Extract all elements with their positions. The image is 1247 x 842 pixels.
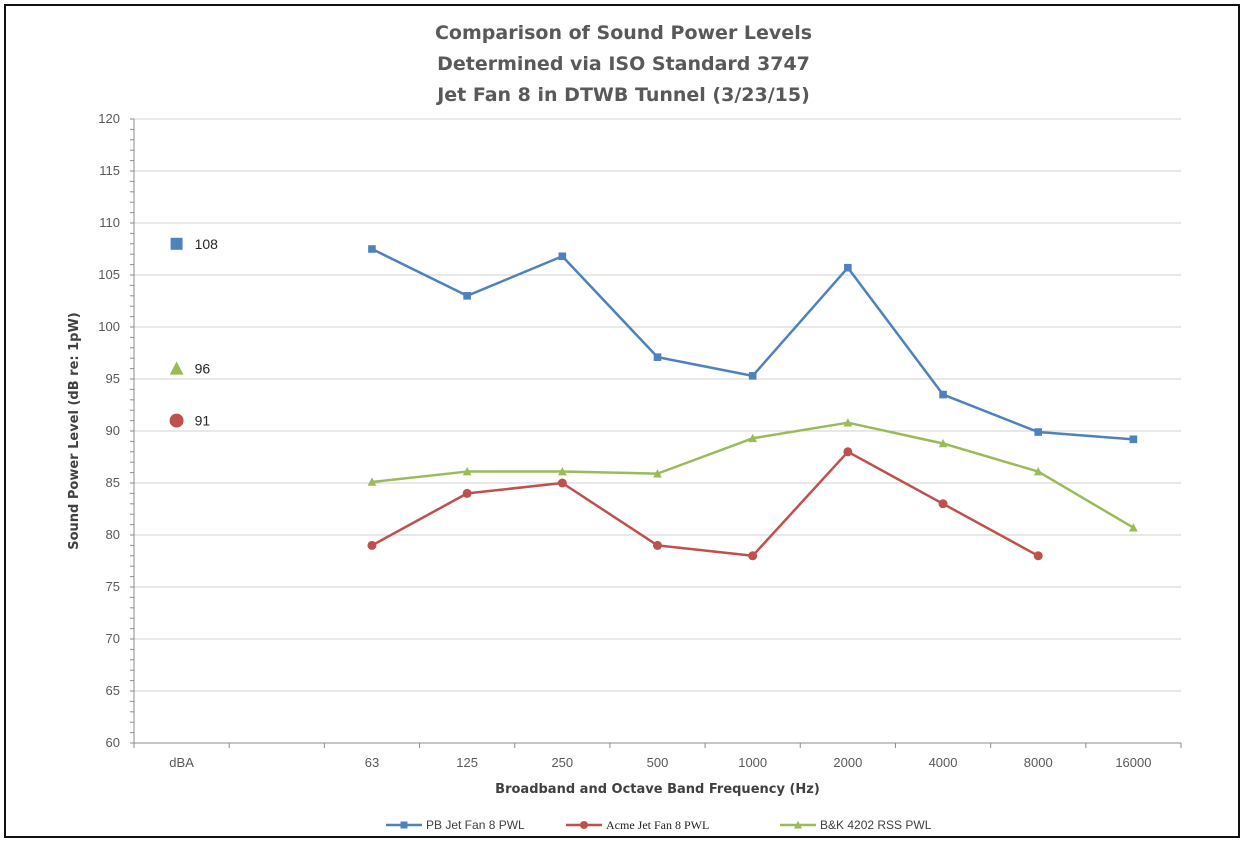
data-point-0: [1129, 435, 1138, 444]
x-tick-label: 8000: [1024, 755, 1053, 770]
x-tick-label: 250: [551, 755, 573, 770]
y-tick-label: 60: [106, 735, 120, 750]
x-tick-label: 500: [647, 755, 669, 770]
data-point-1: [462, 488, 472, 498]
legend-entry: Acme Jet Fan 8 PWL: [606, 818, 709, 832]
data-point-1: [1033, 551, 1043, 561]
data-point-0: [939, 390, 947, 399]
x-tick-label: 4000: [929, 755, 958, 770]
x-tick-label: dBA: [169, 755, 194, 770]
legend-marker: [580, 821, 588, 829]
chart-title-line-3: Jet Fan 8 in DTWB Tunnel (3/23/15): [437, 84, 810, 106]
data-point-2: [843, 418, 853, 427]
broadband-point: [169, 413, 184, 428]
x-axis-title: Broadband and Octave Band Frequency (Hz): [495, 782, 820, 797]
data-label: 91: [195, 413, 211, 429]
y-axis-title: Sound Power Level (dB re: 1pW): [67, 312, 82, 550]
data-point-2: [1033, 467, 1043, 476]
data-point-2: [462, 467, 472, 476]
y-tick-label: 100: [98, 319, 120, 334]
data-point-2: [557, 467, 567, 476]
y-tick-label: 110: [99, 215, 120, 230]
x-tick-label: 63: [365, 755, 379, 770]
y-tick-label: 80: [106, 527, 120, 542]
data-label: 108: [195, 236, 219, 252]
legend-marker: [400, 821, 408, 829]
data-point-2: [367, 477, 377, 486]
legend-marker: [793, 820, 803, 829]
chart-frame: [4, 4, 1240, 838]
broadband-point: [169, 361, 184, 375]
legend-entry: PB Jet Fan 8 PWL: [426, 818, 525, 832]
x-tick-label: 2000: [833, 755, 862, 770]
data-point-0: [463, 292, 471, 300]
data-point-1: [653, 540, 662, 550]
y-tick-label: 105: [98, 267, 120, 282]
data-label: 96: [195, 361, 211, 377]
data-point-0: [748, 372, 757, 380]
data-point-2: [653, 469, 662, 478]
data-point-2: [1129, 523, 1138, 532]
data-point-1: [748, 551, 758, 561]
y-tick-label: 65: [106, 683, 120, 698]
y-tick-label: 95: [106, 371, 120, 386]
x-tick-label: 1000: [738, 755, 767, 770]
y-tick-label: 90: [106, 423, 120, 438]
broadband-point: [170, 237, 183, 250]
y-tick-label: 115: [99, 163, 120, 178]
data-point-0: [844, 263, 852, 272]
x-tick-label: 125: [456, 755, 478, 770]
y-tick-label: 70: [106, 631, 120, 646]
data-point-2: [748, 433, 758, 443]
y-tick-label: 120: [98, 111, 120, 126]
chart-title-line-1: Comparison of Sound Power Levels: [434, 22, 813, 44]
data-point-0: [558, 252, 567, 261]
x-tick-label: 16000: [1115, 755, 1151, 770]
y-tick-label: 85: [106, 475, 120, 490]
data-point-1: [557, 478, 567, 488]
series-line-1: [371, 450, 1039, 558]
data-point-2: [938, 438, 948, 448]
data-point-0: [653, 353, 662, 361]
data-point-1: [938, 499, 948, 509]
data-point-0: [1034, 428, 1043, 436]
y-tick-label: 75: [106, 579, 120, 594]
series-line-0: [371, 247, 1134, 441]
data-point-0: [368, 245, 376, 253]
legend-entry: B&K 4202 RSS PWL: [820, 818, 932, 832]
data-point-1: [843, 447, 853, 457]
chart-title-line-2: Determined via ISO Standard 3747: [437, 53, 810, 75]
data-point-1: [367, 540, 377, 550]
